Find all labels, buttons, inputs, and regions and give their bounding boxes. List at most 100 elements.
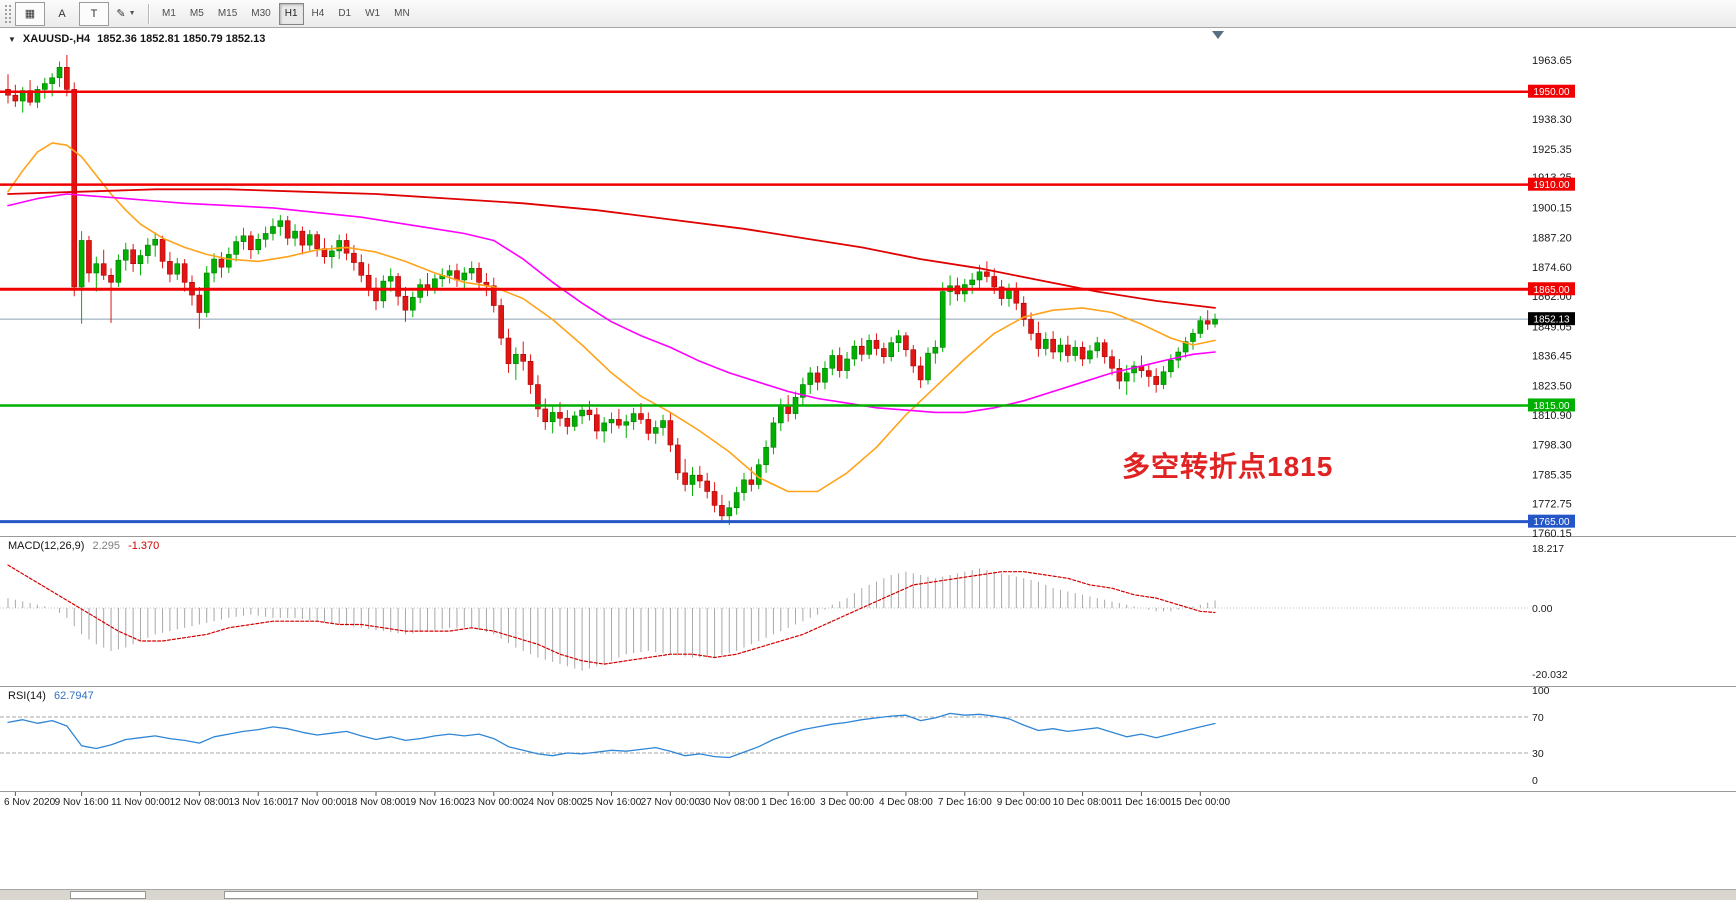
svg-text:19 Nov 16:00: 19 Nov 16:00 — [405, 797, 465, 808]
svg-text:18.217: 18.217 — [1532, 543, 1564, 555]
text-a-tool-icon: A — [58, 7, 66, 20]
chart-ohlc-values: 1852.36 1852.81 1850.79 1852.13 — [97, 33, 266, 45]
svg-text:1798.30: 1798.30 — [1532, 439, 1572, 451]
svg-text:1950.00: 1950.00 — [1533, 87, 1570, 98]
text-t-tool-icon: T — [90, 7, 98, 20]
svg-text:1900.15: 1900.15 — [1532, 203, 1572, 215]
macd-main-value: 2.295 — [92, 540, 121, 552]
ma-red-line — [7, 188, 1216, 309]
text-t-tool-button[interactable]: T — [79, 1, 109, 26]
svg-text:11 Dec 16:00: 11 Dec 16:00 — [1112, 797, 1171, 808]
svg-text:1765.00: 1765.00 — [1533, 517, 1570, 528]
svg-text:9 Nov 16:00: 9 Nov 16:00 — [55, 797, 109, 808]
rsi-label-text: RSI(14) — [8, 690, 46, 702]
svg-text:70: 70 — [1532, 712, 1544, 724]
svg-text:6 Nov 2020: 6 Nov 2020 — [4, 797, 56, 808]
svg-text:9 Dec 00:00: 9 Dec 00:00 — [997, 797, 1051, 808]
price-axis-ticks: 1963.651950.801938.301925.351913.251900.… — [1532, 55, 1572, 540]
timeframe-button-w1[interactable]: W1 — [365, 7, 381, 19]
svg-text:1810.90: 1810.90 — [1532, 410, 1572, 422]
svg-text:1910.00: 1910.00 — [1533, 180, 1570, 191]
toolbar-separator — [148, 3, 149, 24]
rsi-indicator-label: RSI(14) 62.7947 — [8, 690, 94, 702]
macd-axis-labels: 18.217 0.00 -20.032 — [1532, 543, 1568, 681]
timeframe-button-m30[interactable]: M30 — [251, 7, 271, 19]
styles-tool-icon: ✎ — [116, 8, 126, 20]
svg-text:10 Dec 08:00: 10 Dec 08:00 — [1053, 797, 1113, 808]
svg-text:13 Nov 16:00: 13 Nov 16:00 — [228, 797, 288, 808]
svg-text:4 Dec 08:00: 4 Dec 08:00 — [879, 797, 933, 808]
svg-text:1785.35: 1785.35 — [1532, 469, 1572, 481]
svg-text:1815.00: 1815.00 — [1533, 401, 1570, 412]
svg-text:15 Dec 00:00: 15 Dec 00:00 — [1171, 797, 1231, 808]
svg-text:30 Nov 08:00: 30 Nov 08:00 — [700, 797, 760, 808]
status-bar-box-1 — [70, 891, 146, 899]
panel-separators — [0, 536, 1736, 792]
grid-tool-icon: ▦ — [24, 8, 36, 20]
time-axis: 6 Nov 2020 9 Nov 16:00 11 Nov 00:00 12 Nov … — [4, 792, 1230, 808]
tool-buttons-group: ▦ A T ✎ ▼ — [14, 1, 142, 26]
svg-text:0.00: 0.00 — [1532, 603, 1553, 615]
svg-text:23 Nov 00:00: 23 Nov 00:00 — [464, 797, 524, 808]
svg-text:1760.15: 1760.15 — [1532, 528, 1572, 540]
svg-text:100: 100 — [1532, 685, 1550, 697]
svg-text:1887.20: 1887.20 — [1532, 233, 1572, 245]
svg-text:1772.75: 1772.75 — [1532, 499, 1572, 511]
grid-tool-button[interactable]: ▦ — [15, 1, 45, 26]
ma-magenta-line — [7, 193, 1216, 414]
macd-signal-line — [7, 564, 1216, 665]
macd-histogram — [7, 568, 1216, 671]
svg-text:7 Dec 16:00: 7 Dec 16:00 — [938, 797, 992, 808]
text-a-tool-button[interactable]: A — [47, 2, 77, 26]
svg-text:1938.30: 1938.30 — [1532, 114, 1572, 126]
rsi-axis-labels: 100 70 30 0 — [1532, 685, 1550, 787]
rsi-level-lines — [0, 716, 1528, 754]
timeframe-buttons-group: M1 M5 M15 M30 H1 H4 D1 W1 MN — [155, 2, 417, 25]
one-click-trading-arrow-icon[interactable]: ▼ — [8, 34, 16, 44]
svg-text:1865.00: 1865.00 — [1533, 285, 1570, 296]
svg-text:1823.50: 1823.50 — [1532, 381, 1572, 393]
svg-text:-20.032: -20.032 — [1532, 669, 1568, 681]
timeframe-button-m1[interactable]: M1 — [162, 7, 176, 19]
timeframe-button-h1[interactable]: H1 — [278, 2, 304, 25]
svg-text:1874.60: 1874.60 — [1532, 262, 1572, 274]
ma-orange-line — [7, 142, 1216, 493]
price-axis-badges: 1950.00 1910.00 1865.00 1815.00 1765.00 1852.… — [1528, 84, 1575, 528]
chart-title: ▼ XAUUSD-,H4 1852.36 1852.81 1850.79 185… — [8, 33, 265, 45]
chart-symbol-timeframe: XAUUSD-,H4 — [22, 33, 91, 45]
svg-text:1963.65: 1963.65 — [1532, 55, 1572, 67]
status-bar — [0, 889, 1736, 900]
chart-shift-marker-icon — [1212, 31, 1224, 39]
timeframe-button-d1[interactable]: D1 — [338, 7, 352, 19]
svg-text:27 Nov 00:00: 27 Nov 00:00 — [641, 797, 701, 808]
svg-text:3 Dec 00:00: 3 Dec 00:00 — [820, 797, 874, 808]
styles-tool-button[interactable]: ✎ ▼ — [111, 2, 141, 26]
toolbar: ▦ A T ✎ ▼ M1 M5 M15 M30 H1 H4 D1 W1 MN — [0, 0, 1736, 28]
svg-text:12 Nov 08:00: 12 Nov 08:00 — [170, 797, 230, 808]
macd-label-text: MACD(12,26,9) — [8, 540, 85, 552]
macd-indicator-label: MACD(12,26,9) 2.295 -1.370 — [8, 540, 159, 552]
toolbar-grip[interactable] — [4, 3, 11, 24]
rsi-value: 62.7947 — [53, 690, 94, 702]
svg-text:1925.35: 1925.35 — [1532, 144, 1572, 156]
svg-text:1 Dec 16:00: 1 Dec 16:00 — [761, 797, 815, 808]
svg-text:25 Nov 16:00: 25 Nov 16:00 — [582, 797, 642, 808]
svg-text:30: 30 — [1532, 748, 1544, 760]
candles-layer — [5, 55, 1218, 526]
timeframe-button-m15[interactable]: M15 — [217, 7, 238, 19]
svg-text:18 Nov 08:00: 18 Nov 08:00 — [346, 797, 406, 808]
svg-text:11 Nov 00:00: 11 Nov 00:00 — [111, 797, 170, 808]
dropdown-caret-icon: ▼ — [128, 10, 136, 17]
chart-annotation-text: 多空转折点1815 — [1122, 451, 1334, 482]
status-bar-box-2 — [224, 891, 978, 899]
svg-text:24 Nov 08:00: 24 Nov 08:00 — [523, 797, 583, 808]
timeframe-button-mn[interactable]: MN — [394, 7, 410, 19]
svg-text:1836.45: 1836.45 — [1532, 351, 1572, 363]
svg-text:0: 0 — [1532, 775, 1538, 787]
timeframe-button-h4[interactable]: H4 — [311, 7, 325, 19]
horizontal-level-lines — [0, 90, 1528, 524]
timeframe-button-m5[interactable]: M5 — [189, 7, 204, 19]
svg-text:1852.13: 1852.13 — [1533, 315, 1570, 326]
